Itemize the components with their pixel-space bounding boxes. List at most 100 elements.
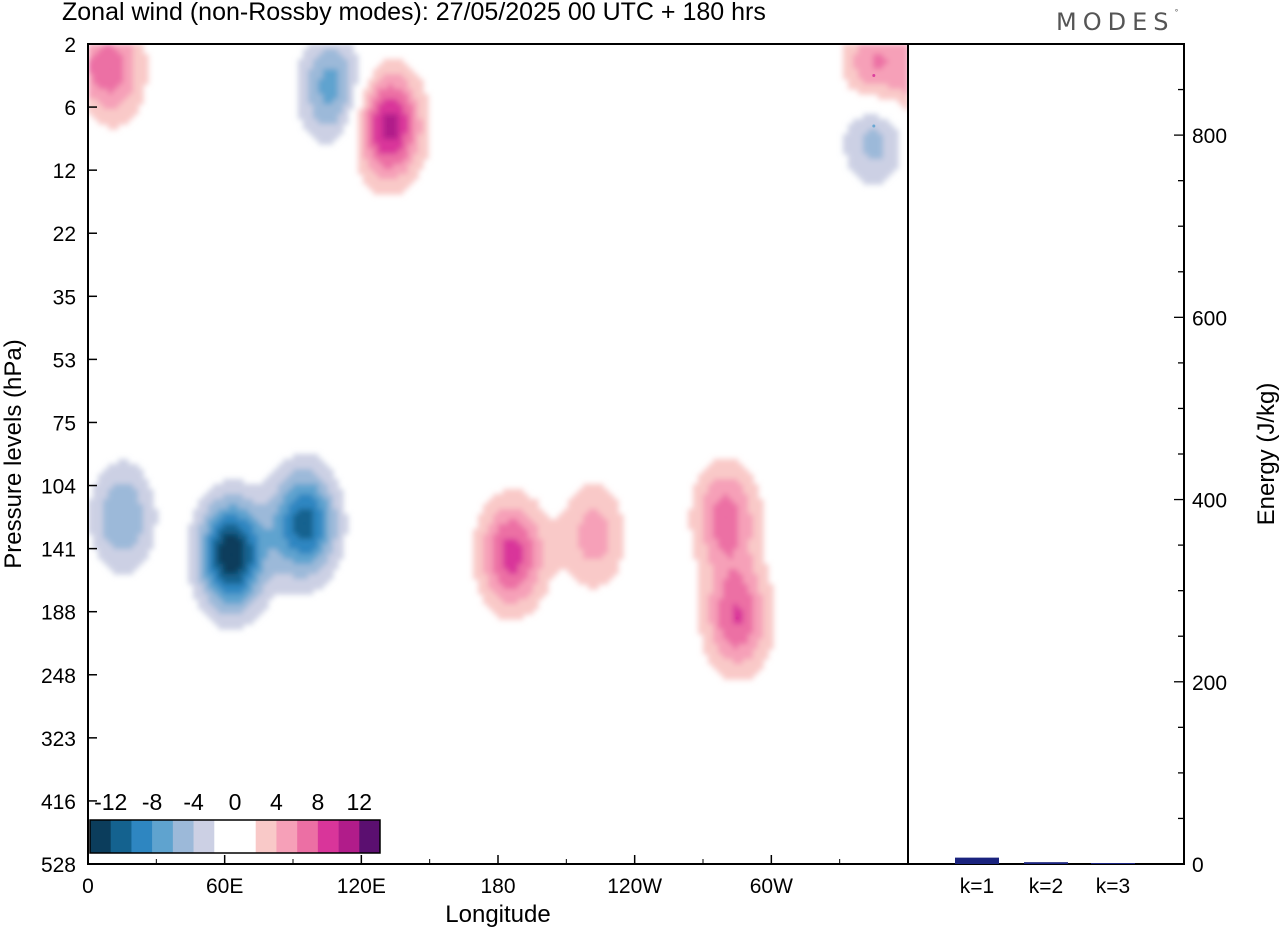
heatmap-cell xyxy=(608,514,614,520)
heatmap-cell xyxy=(303,589,309,595)
heatmap-cell xyxy=(598,574,604,580)
heatmap-cell xyxy=(308,504,314,510)
heatmap-cell xyxy=(398,69,404,75)
heatmap-cell xyxy=(373,179,379,185)
heatmap-cell xyxy=(333,109,339,115)
wind-feature-point xyxy=(735,616,739,620)
heatmap-cell xyxy=(738,579,744,585)
heatmap-cell xyxy=(698,529,704,535)
heatmap-cell xyxy=(478,524,484,530)
heatmap-cell xyxy=(903,74,908,80)
heatmap-cell xyxy=(903,44,908,50)
heatmap-cell xyxy=(148,499,154,505)
heatmap-cell xyxy=(393,74,399,80)
heatmap-cell xyxy=(378,154,384,160)
heatmap-cell xyxy=(863,119,869,125)
heatmap-cell xyxy=(608,549,614,555)
heatmap-cell xyxy=(238,614,244,620)
heatmap-cell xyxy=(223,624,229,630)
heatmap-cell xyxy=(283,494,289,500)
heatmap-cell xyxy=(213,584,219,590)
heatmap-cell xyxy=(303,479,309,485)
heatmap-cell xyxy=(713,539,719,545)
heatmap-cell xyxy=(108,549,114,555)
heatmap-cell xyxy=(713,549,719,555)
heatmap-cell xyxy=(113,74,119,80)
heatmap-cell xyxy=(303,529,309,535)
heatmap-cell xyxy=(398,119,404,125)
heatmap-cell xyxy=(298,559,304,565)
heatmap-cell xyxy=(503,554,509,560)
heatmap-cell xyxy=(573,569,579,575)
heatmap-cell xyxy=(578,509,584,515)
heatmap-cell xyxy=(598,529,604,535)
heatmap-cell xyxy=(863,84,869,90)
heatmap-cell xyxy=(218,604,224,610)
heatmap-cell xyxy=(553,529,559,535)
heatmap-cell xyxy=(383,109,389,115)
heatmap-cell xyxy=(213,539,219,545)
heatmap-cell xyxy=(408,104,414,110)
heatmap-cell xyxy=(758,609,764,615)
heatmap-cell xyxy=(213,559,219,565)
heatmap-cell xyxy=(883,119,889,125)
heatmap-cell xyxy=(513,514,519,520)
heatmap-cell xyxy=(758,589,764,595)
heatmap-cell xyxy=(233,529,239,535)
heatmap-cell xyxy=(188,574,194,580)
heatmap-cell xyxy=(268,534,274,540)
heatmap-cell xyxy=(568,549,574,555)
heatmap-cell xyxy=(413,149,419,155)
heatmap-cell xyxy=(143,484,149,490)
heatmap-cell xyxy=(483,549,489,555)
heatmap-cell xyxy=(123,504,129,510)
heatmap-cell xyxy=(303,574,309,580)
heatmap-cell xyxy=(583,484,589,490)
heatmap-cell xyxy=(113,59,119,65)
heatmap-cell xyxy=(313,554,319,560)
y-tick-label: 35 xyxy=(53,286,76,309)
heatmap-cell xyxy=(263,579,269,585)
heatmap-cell xyxy=(893,79,899,85)
heatmap-cell xyxy=(98,499,104,505)
heatmap-cell xyxy=(863,89,869,95)
heatmap-cell xyxy=(738,604,744,610)
heatmap-cell xyxy=(363,139,369,145)
heatmap-cell xyxy=(423,144,429,150)
heatmap-cell xyxy=(698,534,704,540)
heatmap-cell xyxy=(538,584,544,590)
heatmap-cell xyxy=(883,44,889,50)
heatmap-cell xyxy=(693,514,699,520)
heatmap-cell xyxy=(298,579,304,585)
heatmap-cell xyxy=(743,519,749,525)
heatmap-cell xyxy=(518,564,524,570)
heatmap-cell xyxy=(88,64,94,70)
heatmap-cell xyxy=(533,569,539,575)
heatmap-cell xyxy=(213,504,219,510)
heatmap-cell xyxy=(723,574,729,580)
heatmap-cell xyxy=(298,589,304,595)
heatmap-cell xyxy=(298,574,304,580)
heatmap-cell xyxy=(218,584,224,590)
heatmap-cell xyxy=(578,559,584,565)
heatmap-cell xyxy=(513,579,519,585)
heatmap-cell xyxy=(748,569,754,575)
heatmap-cell xyxy=(388,134,394,140)
heatmap-cell xyxy=(198,529,204,535)
heatmap-cell xyxy=(728,534,734,540)
heatmap-cell xyxy=(613,549,619,555)
heatmap-cell xyxy=(313,99,319,105)
heatmap-cell xyxy=(718,574,724,580)
heatmap-cell xyxy=(88,519,94,525)
heatmap-cell xyxy=(553,554,559,560)
heatmap-cell xyxy=(368,169,374,175)
heatmap-cell xyxy=(293,529,299,535)
heatmap-cell xyxy=(253,544,259,550)
heatmap-cell xyxy=(503,559,509,565)
heatmap-cell xyxy=(108,44,114,50)
heatmap-cell xyxy=(193,534,199,540)
heatmap-cell xyxy=(728,669,734,675)
heatmap-cell xyxy=(883,129,889,135)
heatmap-cell xyxy=(218,569,224,575)
heatmap-cell xyxy=(223,599,229,605)
